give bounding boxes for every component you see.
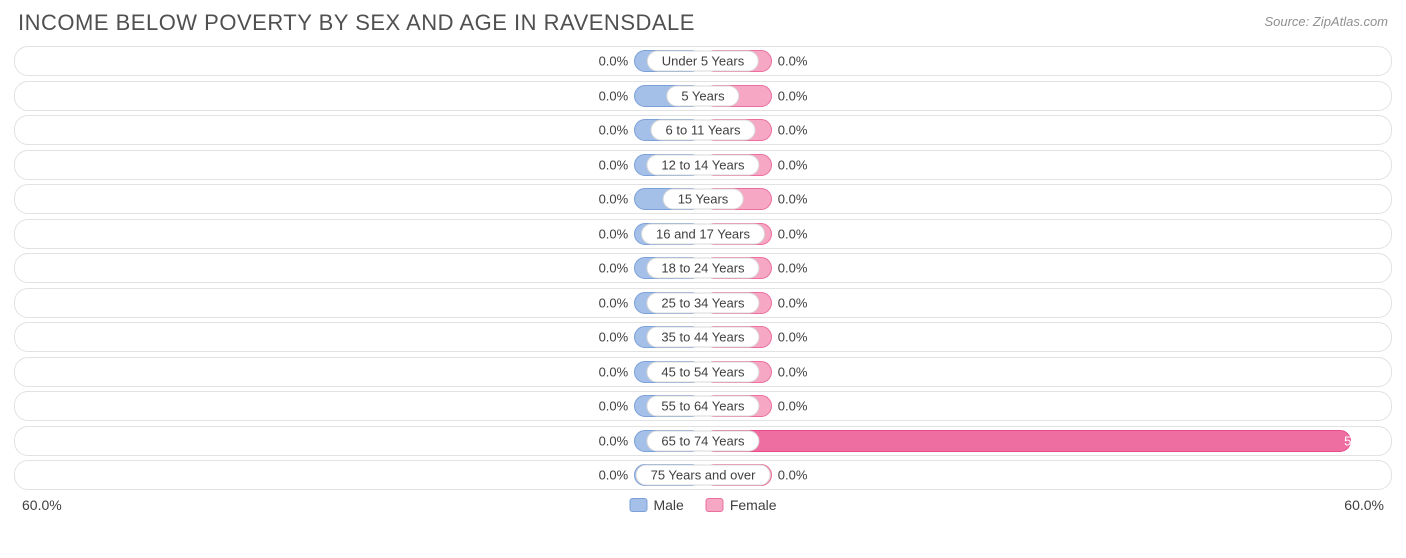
chart-title: INCOME BELOW POVERTY BY SEX AND AGE IN R… [18, 10, 695, 36]
value-male: 0.0% [599, 433, 629, 448]
legend-female-label: Female [730, 497, 777, 513]
bar-female [703, 430, 1351, 452]
value-female: 0.0% [778, 295, 808, 310]
category-label: 12 to 14 Years [646, 154, 759, 175]
category-label: 16 and 17 Years [641, 223, 765, 244]
value-female: 0.0% [778, 123, 808, 138]
chart-row: 0.0% 0.0% 45 to 54 Years [14, 357, 1392, 387]
value-male: 0.0% [599, 364, 629, 379]
chart-body: 0.0%0.0%Under 5 Years0.0%0.0%5 Years0.0%… [0, 42, 1406, 490]
category-label: Under 5 Years [647, 51, 759, 72]
swatch-female [706, 498, 724, 512]
value-female: 0.0% [778, 54, 808, 69]
value-male: 0.0% [599, 261, 629, 276]
value-female: 0.0% [778, 157, 808, 172]
category-label: 55 to 64 Years [646, 396, 759, 417]
axis-max-right: 60.0% [1344, 497, 1384, 513]
value-female: 0.0% [778, 261, 808, 276]
category-label: 25 to 34 Years [646, 292, 759, 313]
value-male: 0.0% [599, 88, 629, 103]
value-female: 0.0% [778, 330, 808, 345]
legend-female: Female [706, 497, 777, 513]
category-label: 45 to 54 Years [646, 361, 759, 382]
swatch-male [629, 498, 647, 512]
value-male: 0.0% [599, 123, 629, 138]
category-label: 18 to 24 Years [646, 258, 759, 279]
value-female: 0.0% [778, 399, 808, 414]
value-male: 0.0% [599, 54, 629, 69]
value-male: 0.0% [599, 226, 629, 241]
chart-header: INCOME BELOW POVERTY BY SEX AND AGE IN R… [0, 0, 1406, 42]
value-male: 0.0% [599, 295, 629, 310]
axis-row: 60.0% Male Female 60.0% [0, 495, 1406, 513]
value-female: 0.0% [778, 226, 808, 241]
value-female: 56.5% [1344, 433, 1381, 448]
chart-row: 0.0% 0.0% 16 and 17 Years [14, 219, 1392, 249]
category-label: 75 Years and over [636, 465, 771, 486]
category-label: 5 Years [666, 85, 739, 106]
legend-male-label: Male [653, 497, 683, 513]
value-male: 0.0% [599, 399, 629, 414]
chart-row: 0.0% 0.0% 25 to 34 Years [14, 288, 1392, 318]
legend: Male Female [629, 497, 776, 513]
chart-row: 0.0% 0.0% 75 Years and over [14, 460, 1392, 490]
chart-row: 0.0% 0.0% 18 to 24 Years [14, 253, 1392, 283]
value-female: 0.0% [778, 192, 808, 207]
chart-row: 0.0% 0.0% 35 to 44 Years [14, 322, 1392, 352]
value-male: 0.0% [599, 468, 629, 483]
axis-max-left: 60.0% [22, 497, 62, 513]
chart-row: 0.0% 0.0% 55 to 64 Years [14, 391, 1392, 421]
legend-male: Male [629, 497, 683, 513]
chart-source: Source: ZipAtlas.com [1264, 10, 1388, 29]
chart-row: 0.0% 0.0% 12 to 14 Years [14, 150, 1392, 180]
value-female: 0.0% [778, 364, 808, 379]
chart-row: 0.0% 0.0% 6 to 11 Years [14, 115, 1392, 145]
chart-row: 0.0% 0.0% 15 Years [14, 184, 1392, 214]
chart-row: 0.0% 0.0% Under 5 Years [14, 46, 1392, 76]
category-label: 6 to 11 Years [651, 120, 756, 141]
chart-row: 0.0% 0.0% 5 Years [14, 81, 1392, 111]
value-male: 0.0% [599, 192, 629, 207]
chart-row: 0.0% 56.5% 65 to 74 Years [14, 426, 1392, 456]
category-label: 15 Years [663, 189, 744, 210]
value-male: 0.0% [599, 330, 629, 345]
value-female: 0.0% [778, 468, 808, 483]
category-label: 35 to 44 Years [646, 327, 759, 348]
value-male: 0.0% [599, 157, 629, 172]
value-female: 0.0% [778, 88, 808, 103]
category-label: 65 to 74 Years [646, 430, 759, 451]
